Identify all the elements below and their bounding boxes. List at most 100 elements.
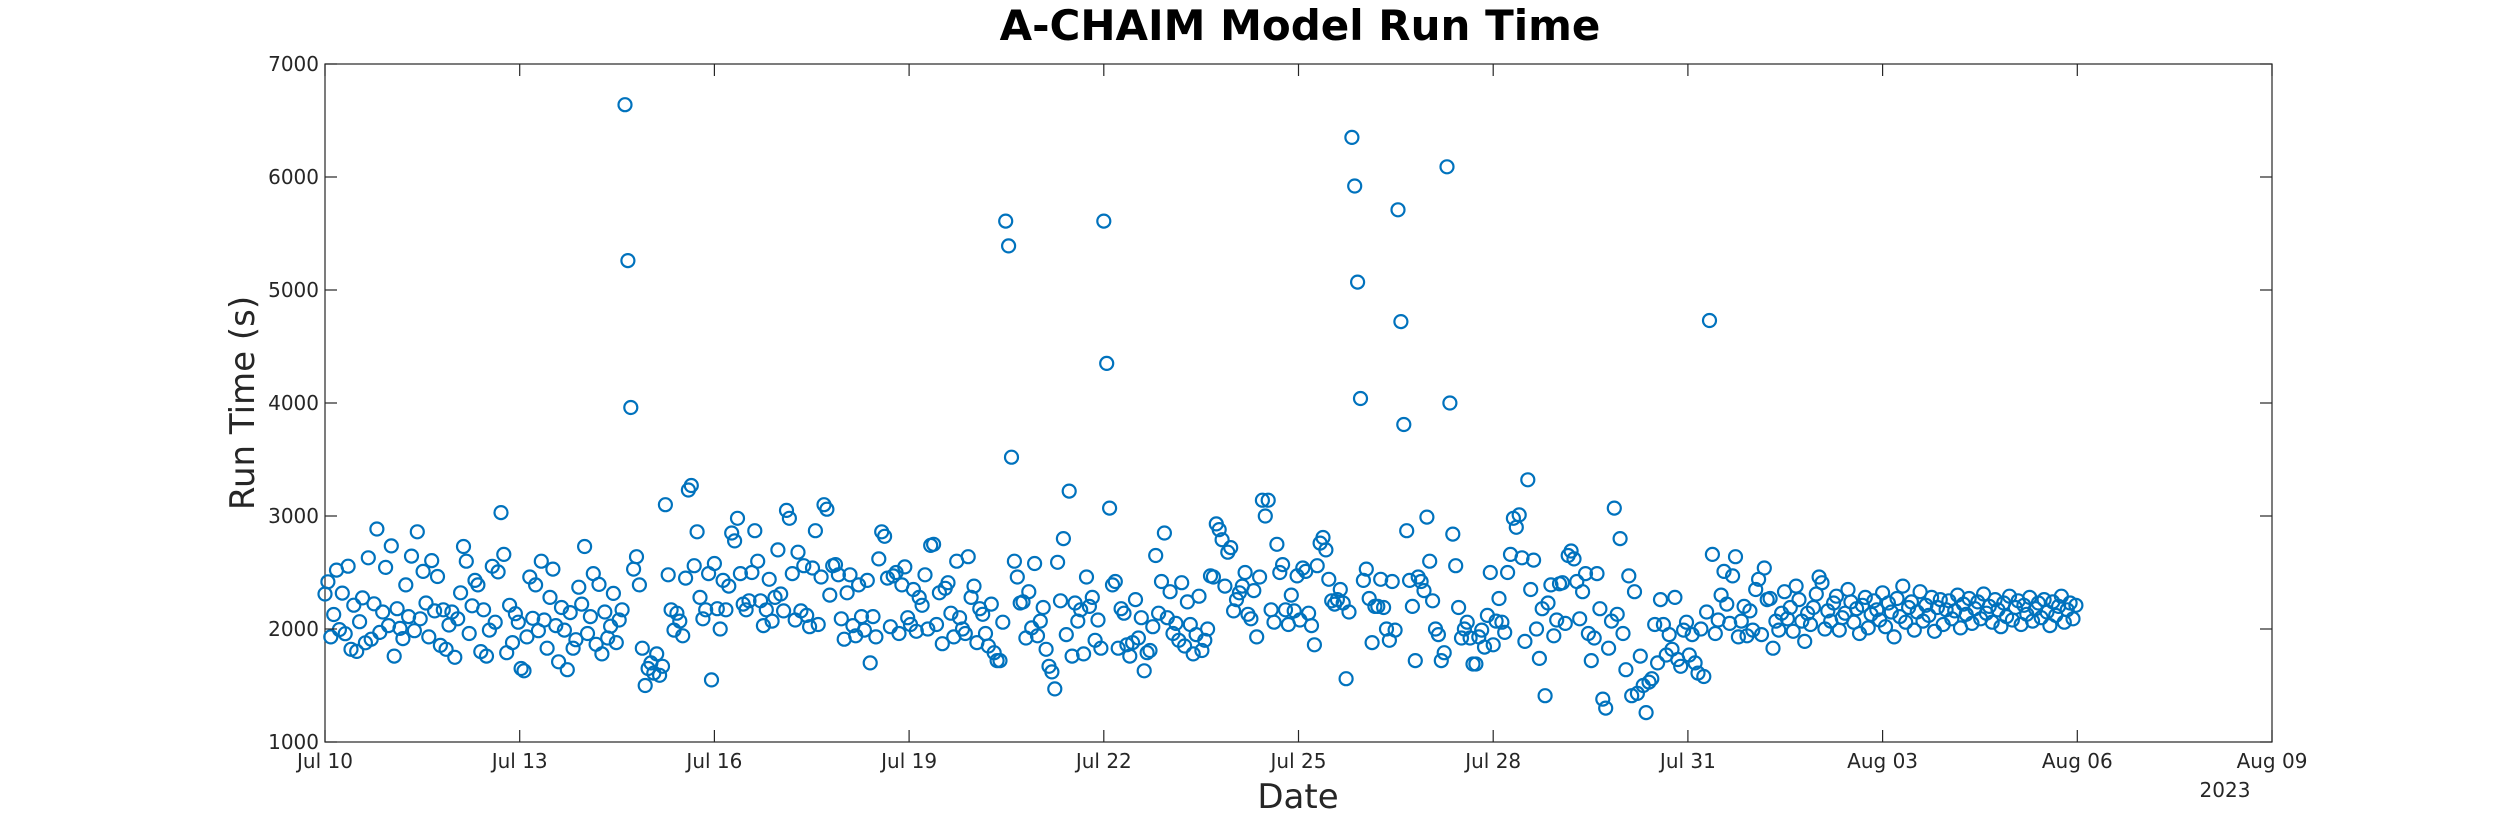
x-tick-label: Jul 19 [879, 749, 937, 773]
x-axis-label: Date [1257, 777, 1338, 817]
data-point [1762, 590, 1778, 607]
data-point [651, 667, 668, 683]
data-point [1748, 581, 1764, 598]
data-point [533, 553, 549, 569]
data-point [1430, 626, 1447, 643]
data-point [960, 549, 976, 565]
data-point [527, 577, 544, 593]
data-point [1632, 648, 1648, 664]
data-point [1358, 561, 1374, 577]
x-tick-label: Jul 10 [295, 749, 353, 773]
data-point [1309, 558, 1325, 574]
data-point [565, 640, 581, 656]
data-point [1554, 575, 1571, 591]
data-point [1476, 639, 1493, 655]
data-point [917, 567, 933, 583]
data-point [453, 585, 469, 601]
data-point [920, 621, 936, 637]
data-point [675, 628, 691, 644]
data-point [1929, 599, 1946, 616]
data-point [352, 614, 368, 630]
data-point [550, 654, 567, 670]
data-point [871, 551, 887, 567]
data-point [1802, 616, 1819, 633]
data-point [1675, 622, 1692, 638]
data-points [317, 97, 2084, 721]
chart-title: A-CHAIM Model Run Time [1000, 1, 1601, 50]
data-point [1857, 589, 1873, 606]
data-point [1370, 598, 1386, 615]
data-point [1557, 615, 1573, 632]
data-point [1266, 614, 1282, 630]
data-point [1537, 688, 1553, 704]
data-point [1306, 637, 1323, 653]
data-point [900, 610, 916, 626]
data-point [738, 602, 754, 618]
data-point [614, 602, 630, 618]
data-point [409, 524, 425, 540]
data-point [429, 568, 446, 585]
data-point [421, 629, 437, 645]
data-point [750, 553, 766, 569]
data-point [813, 569, 829, 585]
data-point [576, 538, 593, 555]
data-point [1696, 668, 1712, 685]
x-tick-label: Jul 28 [1463, 749, 1521, 773]
data-point [1693, 621, 1709, 637]
data-point [478, 648, 495, 664]
data-point [1422, 553, 1438, 569]
data-point [827, 556, 844, 573]
data-point [1090, 612, 1106, 628]
data-point [1612, 530, 1628, 547]
data-point [686, 558, 702, 574]
data-point [1199, 621, 1216, 637]
data-point [1687, 655, 1703, 671]
data-point [1093, 640, 1109, 656]
data-point [2007, 599, 2023, 616]
data-point [1860, 620, 1876, 636]
data-point [1592, 601, 1608, 617]
data-point [1673, 658, 1689, 674]
data-point [579, 625, 596, 642]
data-point [654, 658, 671, 674]
data-point [1595, 691, 1611, 707]
data-point [810, 616, 826, 633]
x-tick-label: Jul 22 [1074, 749, 1132, 773]
data-point [559, 662, 575, 678]
data-point [1678, 614, 1695, 630]
data-point [1344, 129, 1360, 145]
data-point [605, 585, 622, 602]
data-point [796, 558, 812, 574]
data-point [634, 640, 650, 656]
data-point [1338, 671, 1354, 687]
data-point [649, 646, 665, 662]
data-point [556, 622, 573, 638]
data-point [975, 606, 991, 622]
data-point [1586, 630, 1602, 646]
data-point [692, 589, 708, 606]
data-point [1701, 312, 1718, 329]
data-point [804, 560, 821, 576]
data-point [476, 602, 492, 618]
data-point [801, 619, 818, 635]
data-point [1243, 611, 1259, 627]
data-point [1148, 547, 1164, 564]
data-point [542, 589, 558, 606]
x-tick-label: Jul 25 [1269, 749, 1327, 773]
data-point [868, 629, 884, 645]
data-point [406, 623, 422, 639]
data-point [672, 613, 688, 629]
data-point [1424, 593, 1441, 609]
data-point [1133, 610, 1149, 626]
data-point [623, 399, 639, 416]
data-point [914, 597, 930, 613]
data-point [1523, 581, 1539, 598]
data-point [369, 521, 385, 537]
data-point [545, 561, 561, 577]
data-point [1577, 565, 1594, 582]
data-point [1387, 622, 1403, 638]
data-point [833, 611, 849, 627]
data-point [657, 497, 674, 513]
data-point [1375, 599, 1392, 616]
data-point [1964, 615, 1980, 632]
